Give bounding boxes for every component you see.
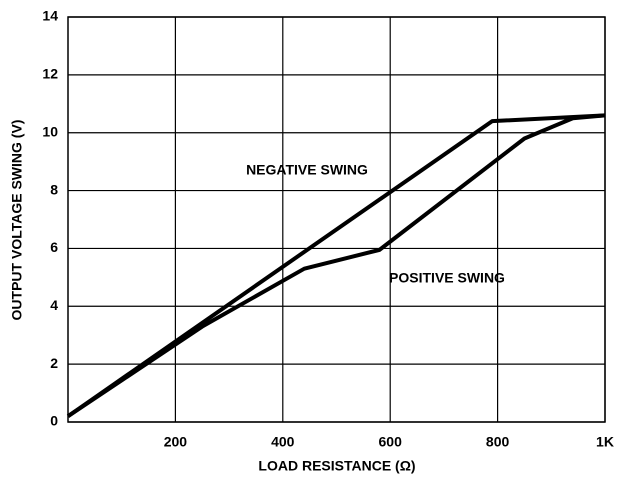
x-tick-label: 600 — [379, 434, 403, 450]
y-axis-label: OUTPUT VOLTAGE SWING (V) — [9, 120, 25, 321]
y-tick-label: 4 — [50, 297, 58, 313]
line — [66, 113, 606, 418]
series-label: NEGATIVE SWING — [246, 162, 368, 178]
y-tick-label: 2 — [50, 355, 58, 371]
y-tick-label: 12 — [42, 66, 58, 82]
x-tick-label: 200 — [164, 434, 188, 450]
x-tick-label: 1K — [596, 434, 614, 450]
x-tick-label: 800 — [486, 434, 510, 450]
series-label: POSITIVE SWING — [389, 270, 505, 286]
y-tick-label: 0 — [50, 413, 58, 429]
x-axis-label: LOAD RESISTANCE (Ω) — [258, 458, 415, 474]
line — [66, 113, 606, 418]
y-tick-label: 8 — [50, 181, 58, 197]
y-tick-label: 14 — [42, 8, 58, 24]
y-tick-label: 10 — [42, 123, 58, 139]
y-tick-label: 6 — [50, 239, 58, 255]
x-tick-label: 400 — [271, 434, 295, 450]
